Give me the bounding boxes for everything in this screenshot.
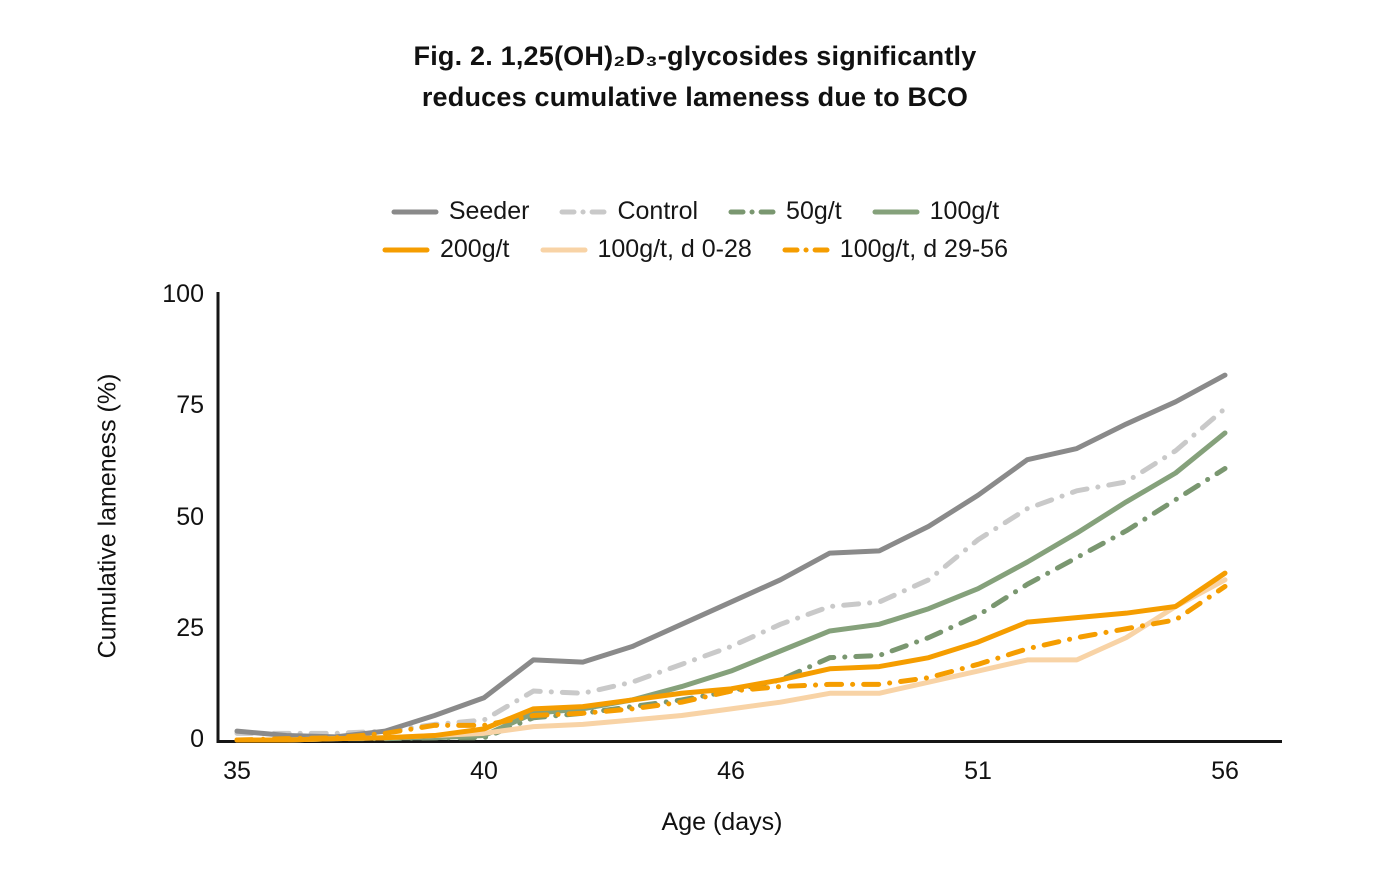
series-line-seeder	[234, 372, 1228, 740]
legend-swatch-icon	[540, 247, 587, 252]
y-tick-label: 0	[190, 725, 204, 753]
x-tick-label: 51	[964, 757, 992, 785]
legend-item-seeder: Seeder	[391, 197, 530, 226]
y-tick-label: 25	[176, 613, 204, 642]
y-tick-label: 75	[176, 391, 204, 420]
chart-title: Fig. 2. 1,25(OH)₂D₃-glycosides significa…	[0, 36, 1390, 117]
series-line-control	[234, 405, 1228, 736]
x-tick-label: 46	[717, 757, 745, 785]
x-tick-label: 40	[470, 757, 498, 785]
legend-swatch-icon	[382, 247, 430, 252]
legend-swatch-icon	[728, 209, 776, 214]
legend-label: 50g/t	[786, 197, 842, 225]
legend-item-200g-t: 200g/t	[382, 235, 510, 264]
legend-swatch-icon	[559, 209, 607, 214]
series-line-200g-t	[234, 570, 1228, 743]
legend-label: 100g/t, d 0-28	[597, 235, 752, 263]
y-axis-title: Cumulative lameness (%)	[93, 373, 122, 659]
x-axis-title: Age (days)	[661, 808, 783, 836]
chart-title-line1: Fig. 2. 1,25(OH)₂D₃-glycosides significa…	[413, 41, 977, 71]
legend-label: 100g/t	[929, 197, 1000, 225]
legend-item-50g-t: 50g/t	[728, 197, 842, 226]
legend-item-100g-t: 100g/t	[872, 197, 1000, 226]
legend-label: Control	[617, 197, 699, 225]
legend-label: 100g/t, d 29-56	[839, 235, 1008, 263]
y-tick-label: 100	[162, 280, 204, 308]
legend-item-100g-t-d-0-28: 100g/t, d 0-28	[540, 235, 752, 264]
x-tick-label: 35	[223, 757, 251, 785]
legend-item-control: Control	[559, 197, 698, 226]
legend-row-2: 200g/t 100g/t, d 0-28 100g/t, d 29-56	[382, 235, 1008, 264]
series-line-100g-t-d-29-56	[234, 583, 1228, 743]
legend-swatch-icon	[391, 209, 439, 214]
chart-title-line2: reduces cumulative lameness due to BCO	[421, 81, 969, 112]
legend-swatch-icon	[782, 247, 830, 252]
x-tick-label: 56	[1211, 757, 1239, 785]
legend-label: Seeder	[448, 197, 530, 225]
legend-label: 200g/t	[439, 235, 510, 263]
legend: Seeder Control 50g/t 100g/t 200g/t 100g/t, d…	[0, 197, 1390, 264]
legend-row-1: Seeder Control 50g/t 100g/t	[391, 197, 999, 226]
series-line-100g-t	[234, 430, 1228, 743]
legend-item-100g-t-d-29-56: 100g/t, d 29-56	[782, 235, 1008, 264]
y-tick-label: 50	[176, 502, 204, 531]
legend-swatch-icon	[872, 209, 920, 214]
